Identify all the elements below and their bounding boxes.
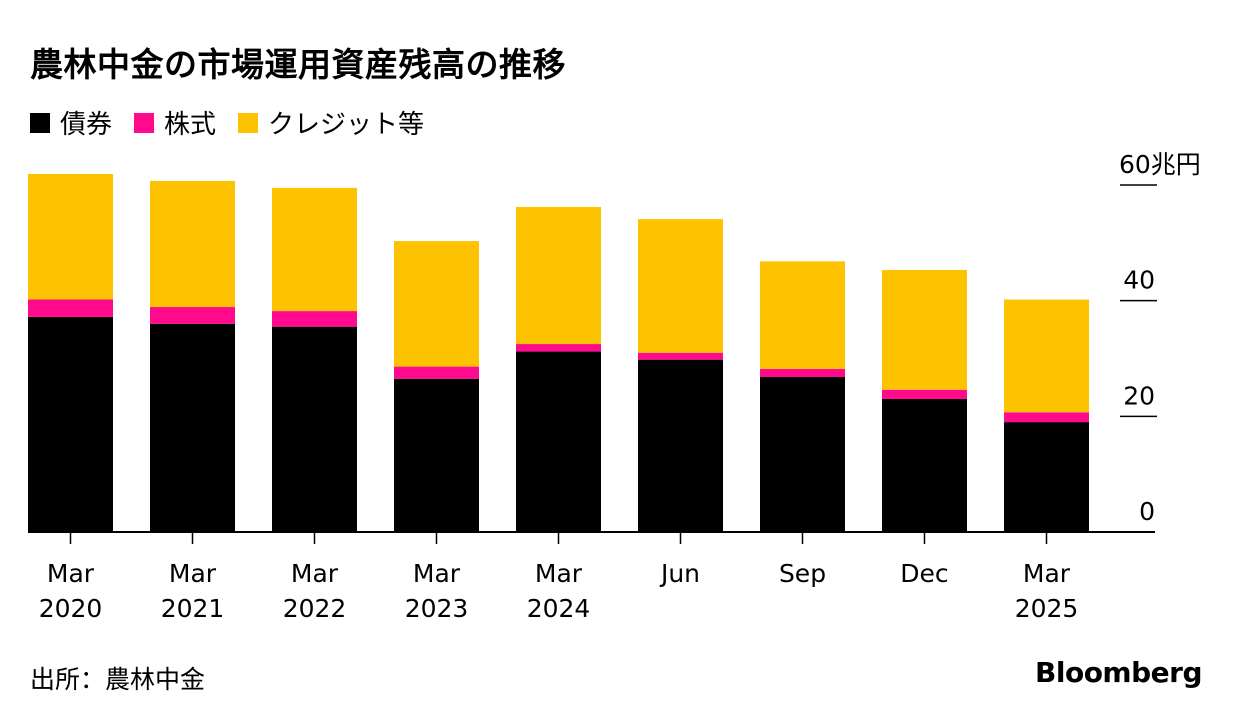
chart-title: 農林中金の市場運用資産残高の推移 xyxy=(30,45,566,84)
bar-credit-2 xyxy=(272,187,357,312)
legend-label-bonds: 債券 xyxy=(60,110,113,140)
x-tick-label-1: Mar xyxy=(169,559,217,588)
x-tick-year-0: 2020 xyxy=(39,594,103,623)
x-tick-label-0: Mar xyxy=(47,559,95,588)
bar-credit-3 xyxy=(394,241,479,367)
bar-stocks-2 xyxy=(272,311,357,327)
x-tick-label-4: Mar xyxy=(535,559,583,588)
y-tick-label-1: 20 xyxy=(1123,381,1155,410)
bar-bonds-4 xyxy=(516,351,601,532)
x-tick-label-3: Mar xyxy=(413,559,461,588)
x-tick-year-2: 2022 xyxy=(283,594,347,623)
source-note: 出所：農林中金 xyxy=(30,665,206,694)
bar-credit-0 xyxy=(28,174,113,300)
bar-credit-4 xyxy=(516,206,601,345)
bar-credit-5 xyxy=(638,219,723,353)
legend-item-credit: クレジット等 xyxy=(238,104,424,141)
x-tick-label-7: Dec xyxy=(900,559,948,588)
x-tick-label-2: Mar xyxy=(291,559,339,588)
bloomberg-logo: Bloomberg xyxy=(1035,656,1202,689)
bar-stocks-7 xyxy=(882,389,967,399)
bar-stocks-5 xyxy=(638,352,723,360)
bar-bonds-8 xyxy=(1004,422,1089,532)
x-tick-year-8: 2025 xyxy=(1015,594,1079,623)
bar-bonds-1 xyxy=(150,323,235,532)
bar-bonds-3 xyxy=(394,378,479,532)
bar-credit-6 xyxy=(760,261,845,369)
y-tick-label-2: 40 xyxy=(1123,266,1155,295)
x-tick-label-5: Jun xyxy=(659,559,700,588)
bar-bonds-6 xyxy=(760,377,845,532)
bar-bonds-2 xyxy=(272,326,357,532)
bar-credit-7 xyxy=(882,270,967,390)
legend-swatch-credit xyxy=(238,112,259,133)
bar-stocks-8 xyxy=(1004,412,1089,423)
y-tick-label-0: 0 xyxy=(1139,497,1155,526)
legend-item-bonds: 債券 xyxy=(30,104,112,141)
bar-stocks-4 xyxy=(516,344,601,352)
x-tick-year-3: 2023 xyxy=(405,594,469,623)
bar-bonds-0 xyxy=(28,316,113,532)
bar-bonds-7 xyxy=(882,398,967,532)
bar-credit-8 xyxy=(1004,299,1089,413)
x-tick-year-4: 2024 xyxy=(527,594,591,623)
legend-label-credit: クレジット等 xyxy=(268,110,425,140)
bar-stocks-6 xyxy=(760,368,845,378)
legend-swatch-stocks xyxy=(134,112,155,133)
bar-bonds-5 xyxy=(638,359,723,532)
legend-swatch-bonds xyxy=(30,112,50,133)
bar-stocks-0 xyxy=(28,299,113,317)
bar-credit-1 xyxy=(150,180,235,308)
x-tick-label-6: Sep xyxy=(779,559,826,588)
legend-label-stocks: 株式 xyxy=(164,110,217,140)
y-tick-label-3: 60兆円 xyxy=(1119,150,1201,179)
bar-stocks-1 xyxy=(150,307,235,324)
x-tick-label-8: Mar xyxy=(1023,559,1071,588)
legend-item-stocks: 株式 xyxy=(134,104,216,141)
bar-stocks-3 xyxy=(394,366,479,379)
x-tick-year-1: 2021 xyxy=(161,594,225,623)
legend: 債券 株式 クレジット等 xyxy=(30,104,446,141)
